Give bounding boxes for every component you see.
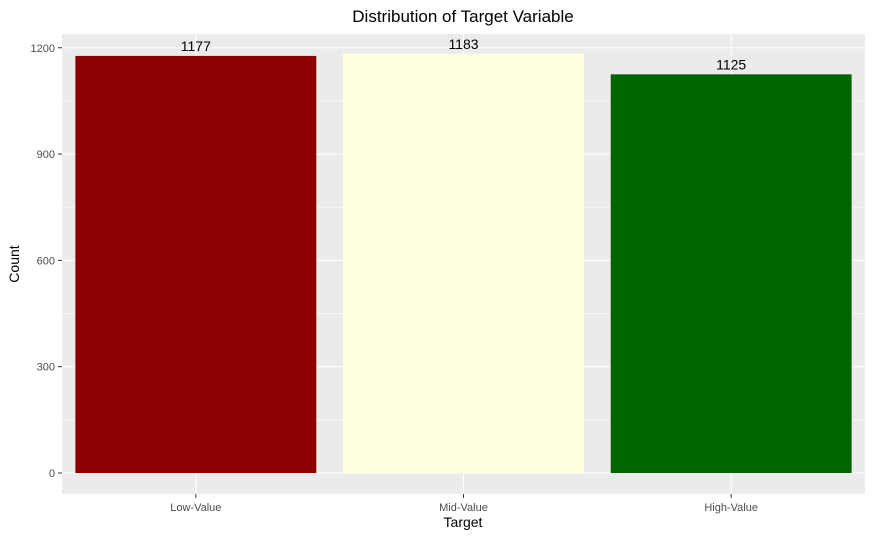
- data-label: 1125: [716, 56, 746, 72]
- x-tick-label: Mid-Value: [439, 502, 488, 514]
- y-tick-label: 600: [37, 255, 55, 267]
- data-label: 1183: [448, 36, 478, 52]
- y-tick-label: 1200: [31, 43, 55, 55]
- bar-low-value: [75, 55, 317, 474]
- bar-mid-value: [343, 53, 584, 474]
- x-tick-label: Low-Value: [170, 502, 221, 514]
- y-tick-label: 0: [49, 468, 55, 480]
- x-tick-label: High-Value: [704, 502, 758, 514]
- y-axis-title: Count: [6, 245, 22, 282]
- x-axis-title: Target: [444, 514, 483, 530]
- data-label: 1177: [181, 38, 211, 54]
- y-tick-label: 300: [37, 362, 55, 374]
- bars: [75, 53, 852, 474]
- y-tick-label: 900: [37, 149, 55, 161]
- bar-high-value: [610, 74, 852, 473]
- y-axis-ticks: 0 300 600 900 1200: [31, 43, 62, 480]
- chart-title: Distribution of Target Variable: [352, 7, 573, 26]
- data-labels: 1177 1183 1125: [181, 36, 747, 73]
- x-axis-ticks: Low-Value Mid-Value High-Value: [170, 494, 758, 514]
